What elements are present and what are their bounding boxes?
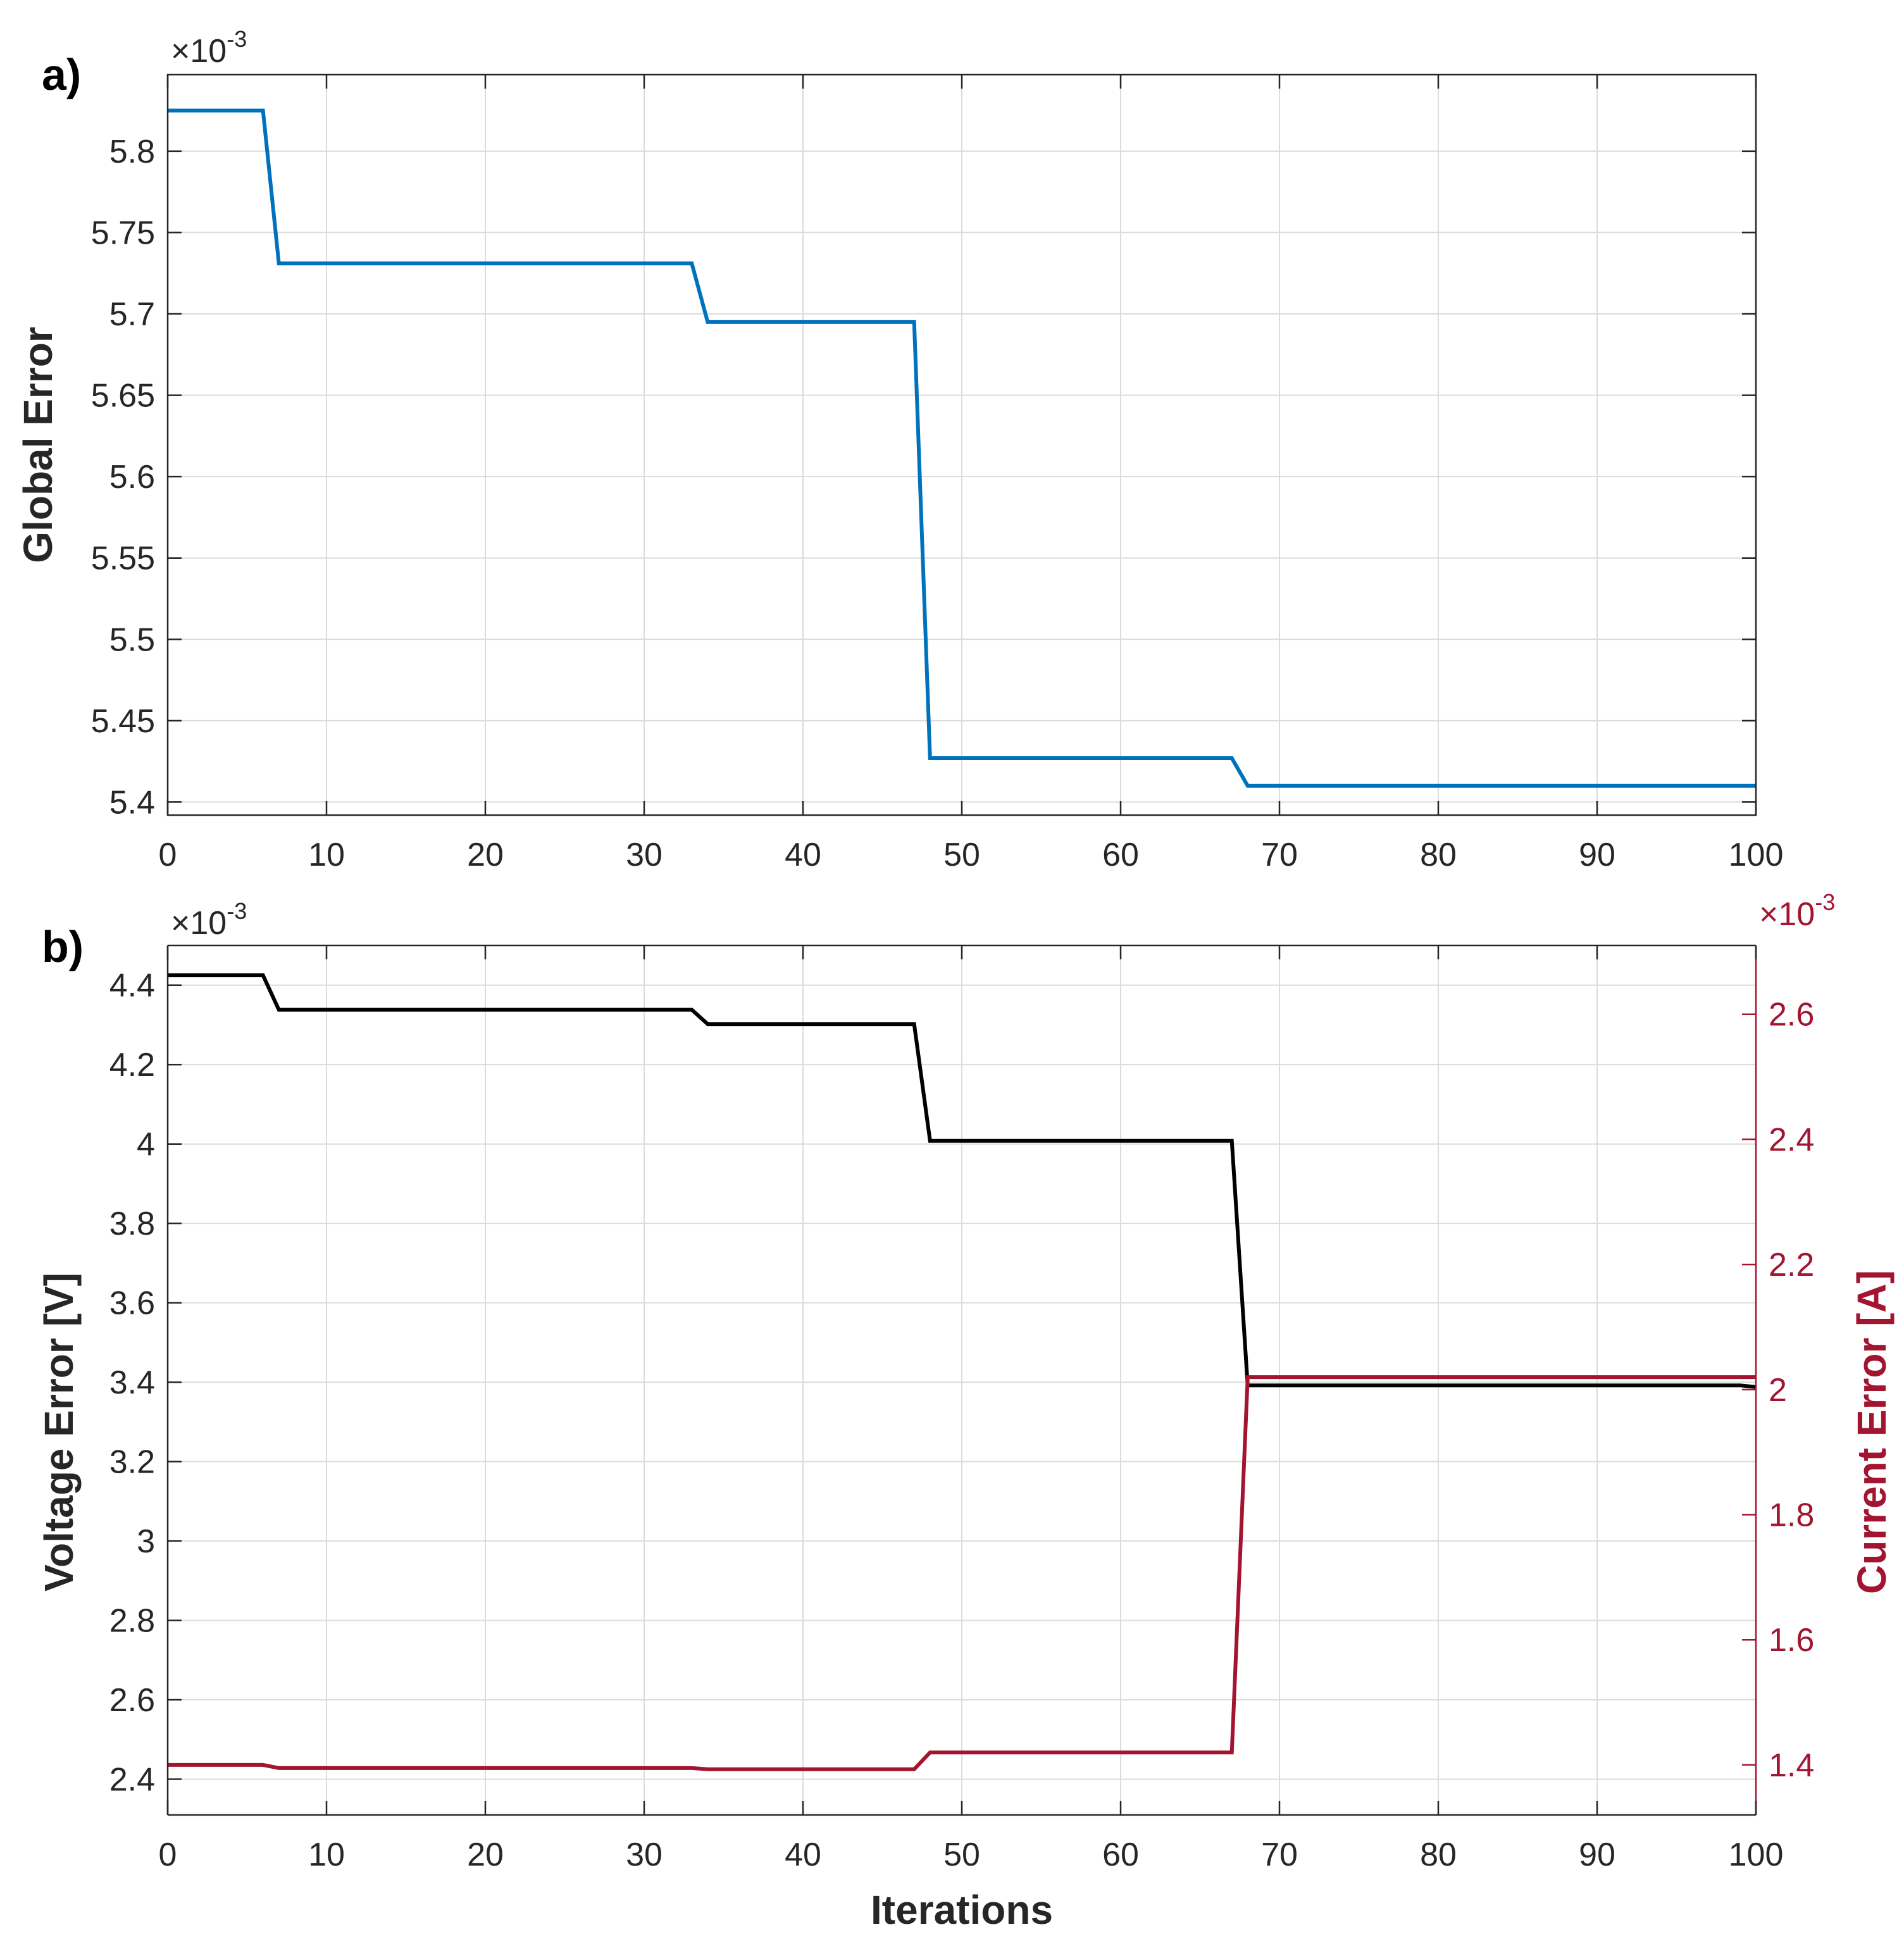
- panel-b-x-tick-label: 30: [626, 1836, 663, 1873]
- panel-b-grid: [167, 945, 1757, 1815]
- panel-b-y-tick-label: 4.2: [109, 1047, 155, 1083]
- panel-b-right-y-exponent: ×10-3: [1759, 889, 1835, 933]
- panel-a-x-tick-label: 60: [1102, 837, 1139, 873]
- panel-b-y-tick-label: 4.4: [109, 968, 155, 1004]
- panel-b-series: [168, 973, 1757, 1771]
- panel-b-right-y-tick-label: 1.6: [1769, 1622, 1814, 1659]
- panel-b: b) ×10-3 ×10-3 0 10 20 30 40 50 60 70 80 90 1002.4…: [36, 889, 1895, 1933]
- panel-a-x-tick-label: 30: [626, 837, 663, 873]
- panel-b-x-tick-label: 20: [467, 1836, 504, 1873]
- panel-b-label: b): [42, 922, 84, 971]
- panel-b-x-tick-label: 100: [1729, 1836, 1784, 1873]
- panel-a: a) ×10-3 0 10 20 30 40 50 60 70 80 90 100 5.4 5.45 5.…: [15, 26, 1783, 873]
- panel-a-y-tick-label: 5.7: [109, 296, 155, 333]
- panel-b-y-tick-label: 3.2: [109, 1444, 155, 1481]
- panel-b-right-y-tick-label: 2: [1769, 1372, 1787, 1409]
- panel-a-x-tick-label: 90: [1579, 837, 1615, 873]
- panel-b-y-tick-label: 2.4: [109, 1762, 155, 1799]
- panel-b-right-y-tick-label: 1.8: [1769, 1497, 1814, 1534]
- panel-b-right-y-tick-label: 2.6: [1769, 997, 1814, 1033]
- panel-a-y-tick-label: 5.8: [109, 134, 155, 170]
- panel-a-x-tick-label: 50: [943, 837, 980, 873]
- panel-b-ticks: 0 10 20 30 40 50 60 70 80 90 100 2.4 2.6 2.8 3 3.2 3.4 3.…: [109, 945, 1814, 1873]
- panel-a-ticks: 0 10 20 30 40 50 60 70 80 90 1005.45.455.55.555.65…: [91, 75, 1784, 873]
- panel-b-x-tick-label: 60: [1102, 1836, 1139, 1873]
- panel-b-series-voltage-error: [168, 973, 1757, 1389]
- panel-a-y-tick-label: 5.55: [91, 540, 155, 577]
- panel-a-series-global-error: [168, 108, 1756, 788]
- panel-a-label: a): [42, 50, 81, 99]
- panel-b-y-tick-label: 3.8: [109, 1206, 155, 1242]
- panel-a-x-tick-label: 70: [1261, 837, 1298, 873]
- panel-a-x-tick-label: 80: [1420, 837, 1457, 873]
- panel-a-y-tick-label: 5.6: [109, 459, 155, 496]
- panel-b-x-tick-label: 40: [785, 1836, 821, 1873]
- panel-b-left-y-exponent: ×10-3: [171, 898, 247, 942]
- panel-b-y-tick-label: 2.8: [109, 1603, 155, 1640]
- panel-b-x-tick-label: 70: [1261, 1836, 1298, 1873]
- svg-text:×10-3: ×10-3: [1759, 889, 1835, 933]
- panel-b-y-tick-label: 3.4: [109, 1364, 155, 1401]
- panel-a-y-tick-label: 5.4: [109, 784, 155, 821]
- panel-b-right-y-tick-label: 1.4: [1769, 1747, 1814, 1784]
- panel-a-y-tick-label: 5.65: [91, 378, 155, 415]
- panel-a-grid: [167, 75, 1757, 815]
- panel-b-x-tick-label: 50: [943, 1836, 980, 1873]
- svg-text:×10-3: ×10-3: [171, 898, 247, 942]
- panel-a-exp-times: ×10: [171, 33, 227, 70]
- panel-b-x-tick-label: 0: [159, 1836, 177, 1873]
- panel-b-y-tick-label: 3.6: [109, 1285, 155, 1322]
- panel-b-exp-power: -3: [227, 898, 247, 924]
- svg-text:×10-3: ×10-3: [171, 26, 247, 70]
- panel-b-right-exp-power: -3: [1815, 889, 1835, 915]
- panel-a-y-tick-label: 5.5: [109, 621, 155, 658]
- panel-a-series: [168, 108, 1756, 788]
- panel-b-x-tick-label: 10: [308, 1836, 345, 1873]
- panel-a-x-tick-label: 10: [308, 837, 345, 873]
- panel-b-right-y-label: Current Error [A]: [1849, 1270, 1895, 1594]
- panel-b-axes-box: [166, 944, 1757, 1816]
- panel-a-y-exponent: ×10-3: [171, 26, 247, 70]
- panel-b-exp-times: ×10: [171, 905, 227, 942]
- panel-a-y-label: Global Error: [15, 327, 61, 563]
- panel-a-x-tick-label: 100: [1729, 837, 1784, 873]
- panel-b-y-tick-label: 4: [137, 1126, 155, 1163]
- panel-b-series-current-error: [168, 1375, 1756, 1771]
- panel-a-x-tick-label: 40: [785, 837, 821, 873]
- panel-a-x-tick-label: 20: [467, 837, 504, 873]
- panel-b-right-y-tick-label: 2.4: [1769, 1121, 1814, 1158]
- panel-b-y-label: Voltage Error [V]: [36, 1273, 82, 1592]
- panel-b-x-tick-label: 80: [1420, 1836, 1457, 1873]
- panel-a-x-tick-label: 0: [159, 837, 177, 873]
- panel-b-x-tick-label: 90: [1579, 1836, 1615, 1873]
- panel-a-y-tick-label: 5.45: [91, 703, 155, 740]
- panel-a-exp-power: -3: [227, 26, 247, 52]
- panel-b-right-exp-times: ×10: [1759, 896, 1815, 933]
- panel-b-y-tick-label: 3: [137, 1523, 155, 1560]
- panel-b-x-label: Iterations: [871, 1887, 1053, 1933]
- panel-b-y-tick-label: 2.6: [109, 1682, 155, 1719]
- panel-a-y-tick-label: 5.75: [91, 215, 155, 251]
- panel-b-right-y-tick-label: 2.2: [1769, 1247, 1814, 1283]
